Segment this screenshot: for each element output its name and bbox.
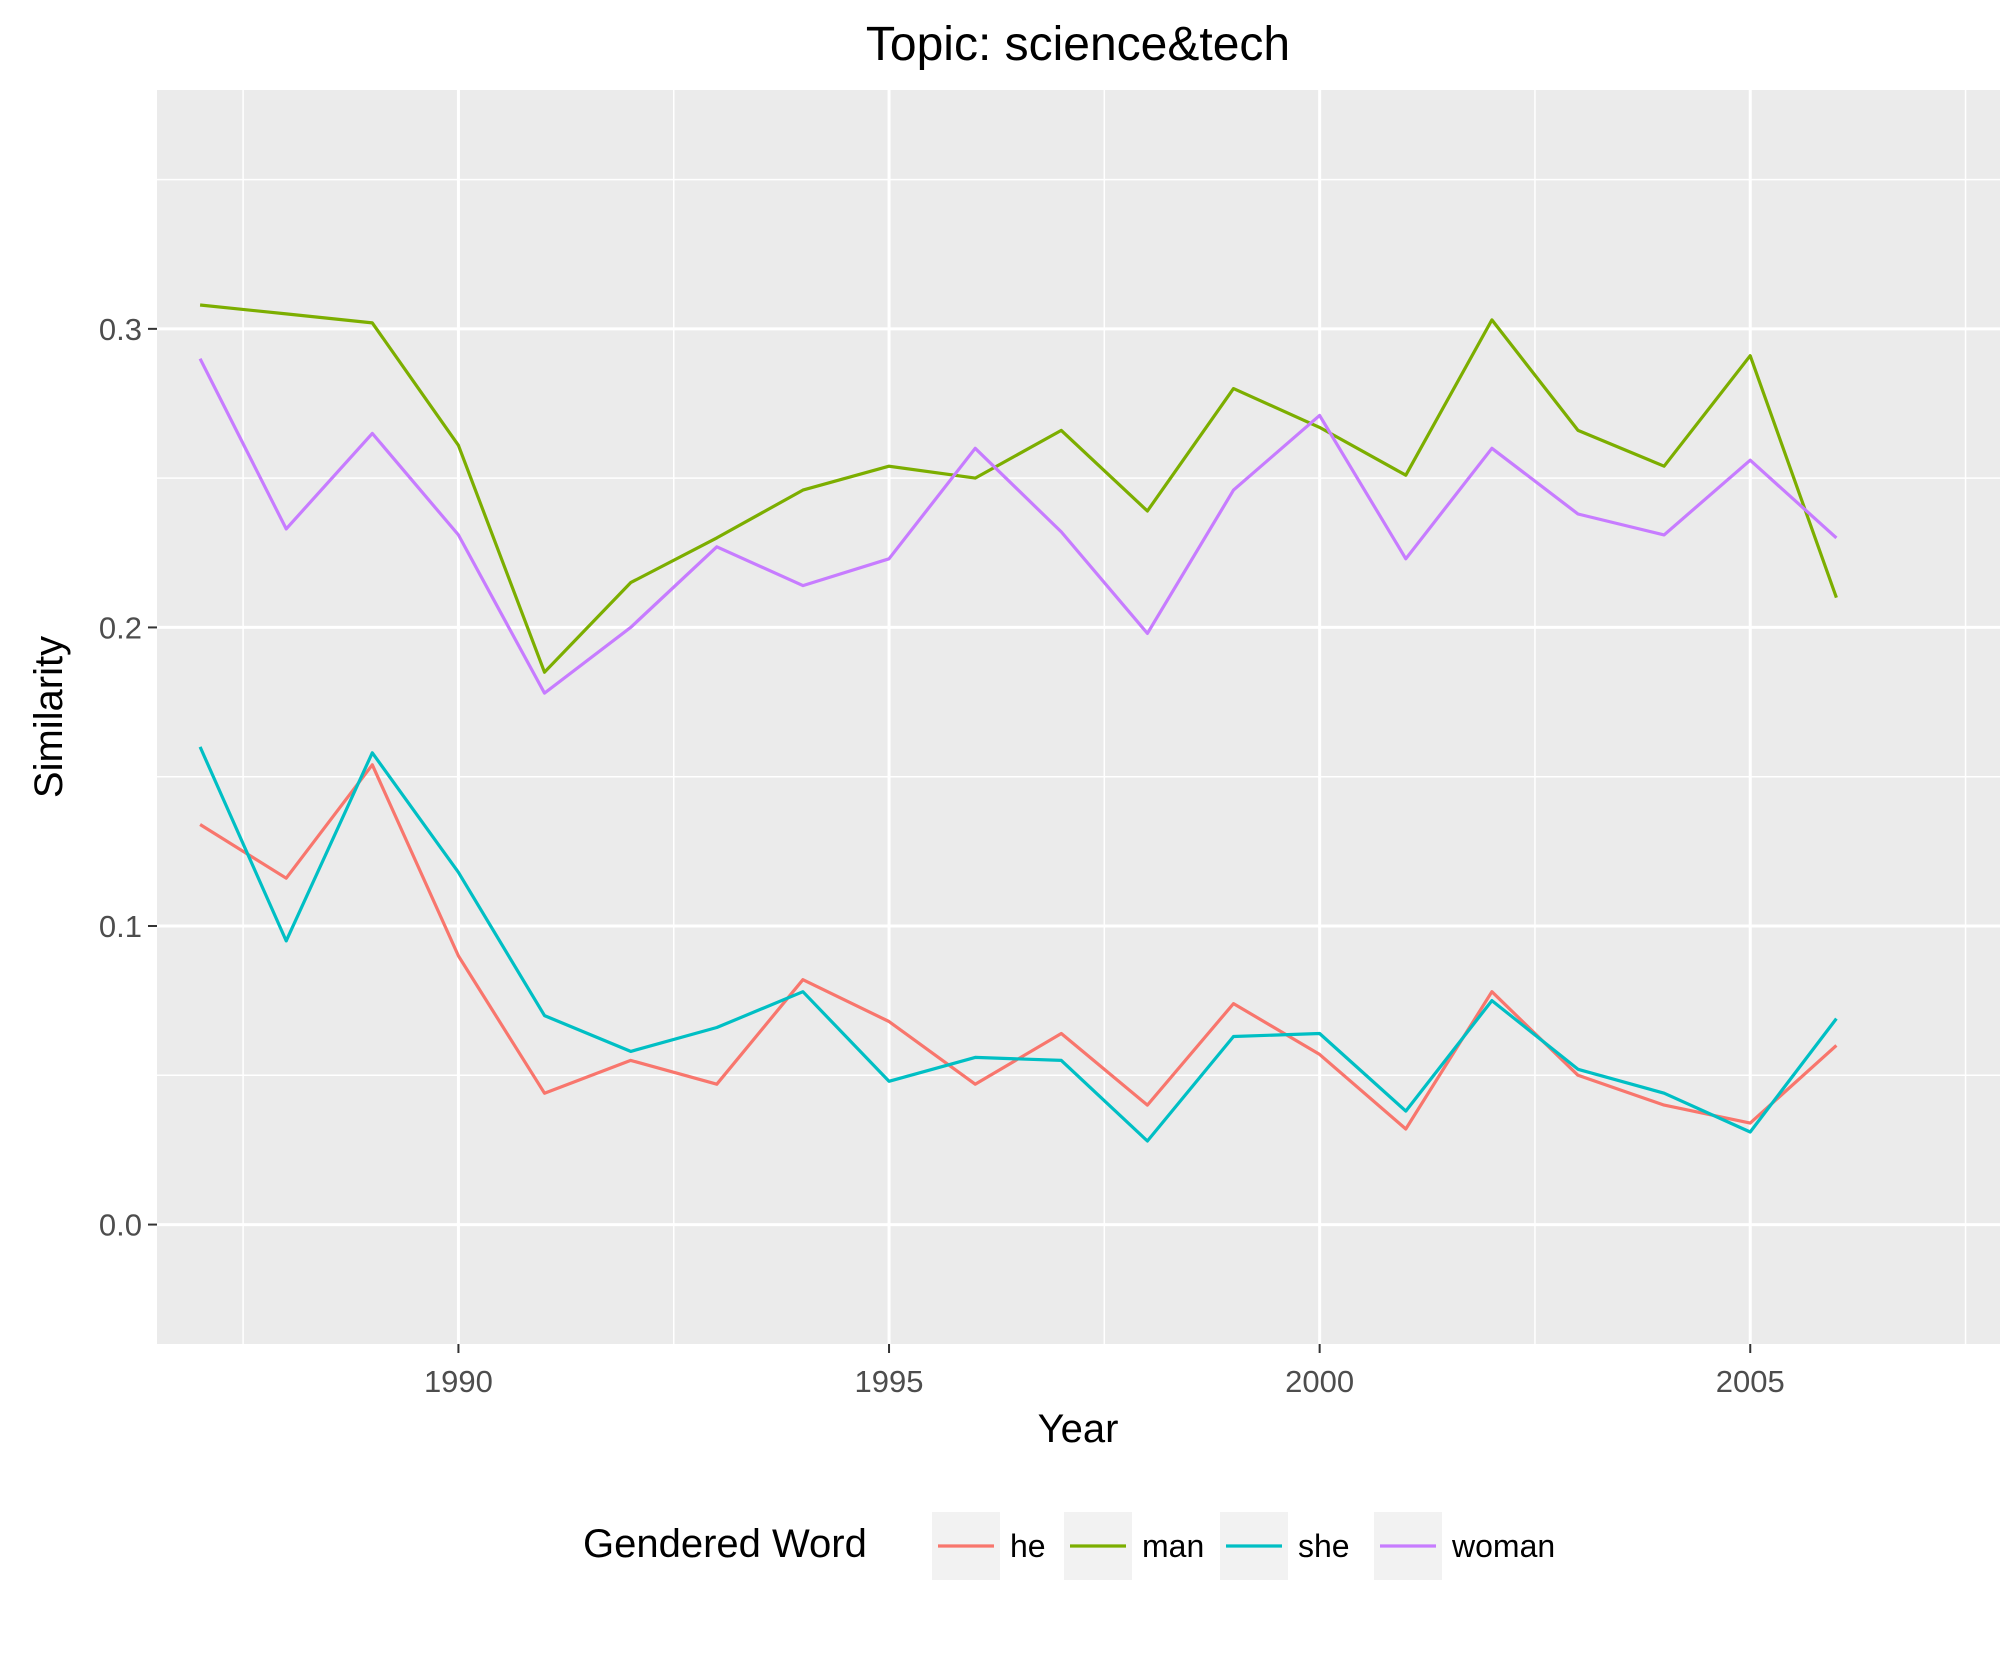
x-tick-label: 2005: [1716, 1364, 1785, 1399]
plot-panel: [157, 90, 2000, 1344]
y-tick-label: 0.3: [99, 312, 142, 347]
y-axis: 0.0 0.1 0.2 0.3: [99, 312, 157, 1243]
legend-label-man: man: [1142, 1528, 1204, 1564]
legend: Gendered Word he man she woman: [583, 1512, 1555, 1580]
series-lines: [198, 303, 1838, 1143]
x-axis: 1990 1995 2000 2005: [424, 1344, 1785, 1399]
legend-title: Gendered Word: [583, 1522, 867, 1566]
series-line-woman: [198, 357, 1838, 695]
legend-label-she: she: [1298, 1528, 1350, 1564]
y-axis-title: Similarity: [27, 636, 71, 798]
legend-label-he: he: [1010, 1528, 1046, 1564]
series-line-she: [198, 746, 1838, 1143]
legend-label-woman: woman: [1451, 1528, 1555, 1564]
y-tick-label: 0.2: [99, 610, 142, 645]
legend-keys: he man she woman: [932, 1512, 1555, 1580]
x-tick-label: 1995: [855, 1364, 924, 1399]
chart-title: Topic: science&tech: [866, 18, 1290, 71]
series-line-man: [199, 303, 1838, 674]
y-tick-label: 0.0: [99, 1208, 142, 1243]
y-tick-label: 0.1: [99, 909, 142, 944]
x-tick-label: 2000: [1285, 1364, 1354, 1399]
x-axis-title: Year: [1038, 1407, 1119, 1451]
grid-major: [157, 90, 2000, 1344]
x-tick-label: 1990: [424, 1364, 493, 1399]
